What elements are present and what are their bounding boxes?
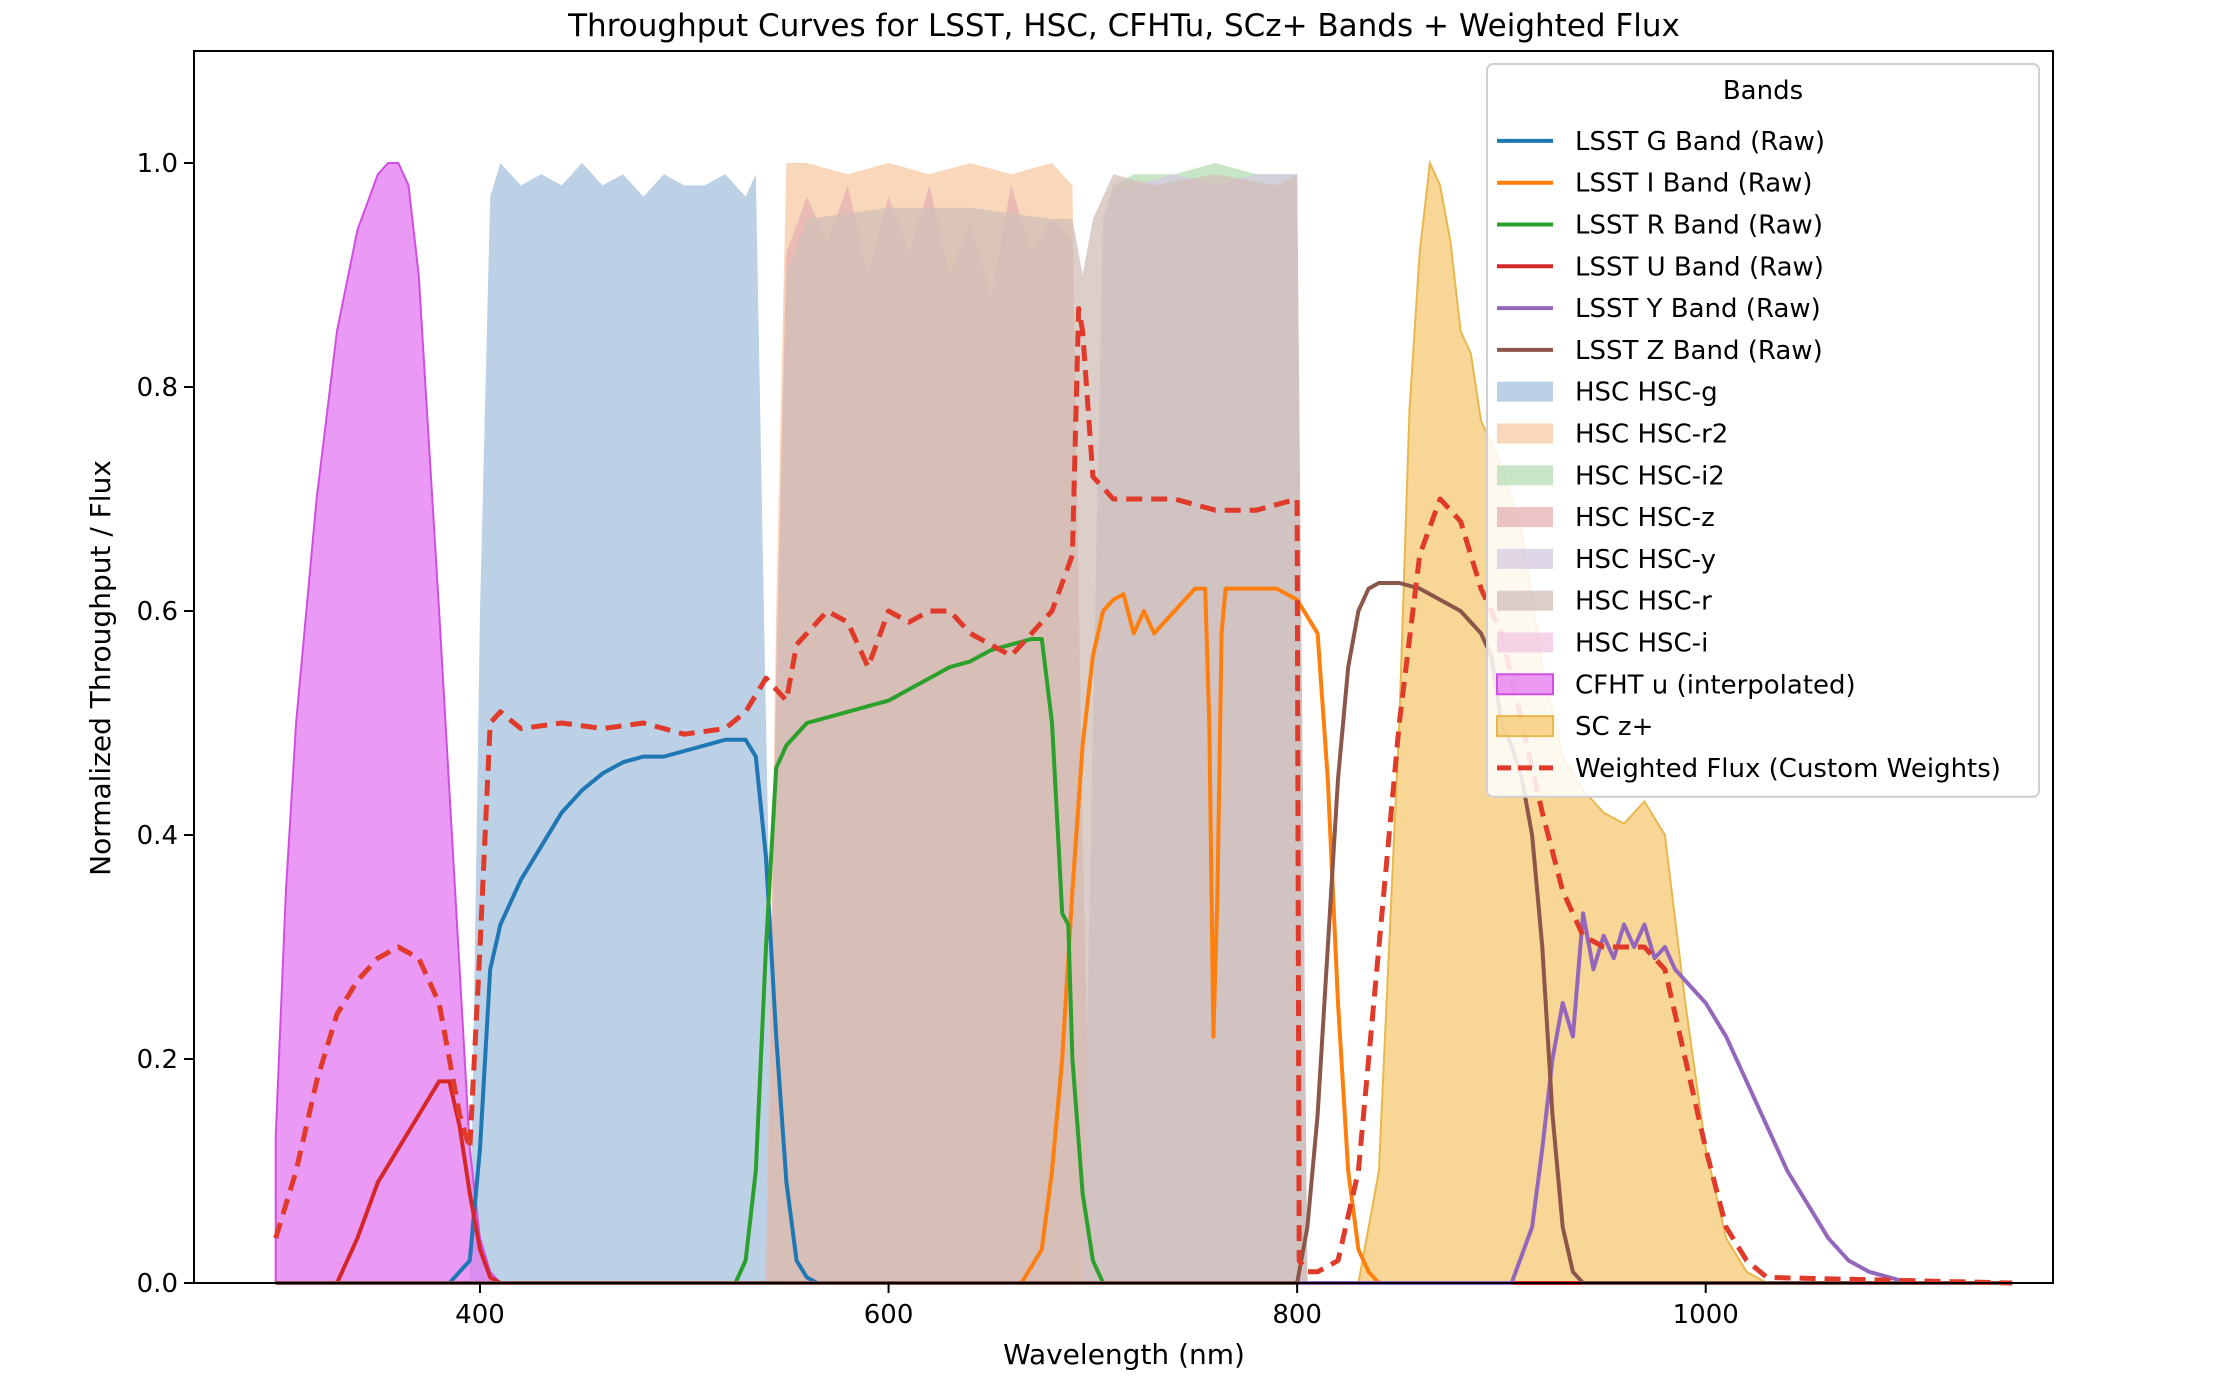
legend-swatch (1496, 715, 1554, 738)
legend-label: Weighted Flux (Custom Weights) (1575, 754, 2001, 784)
y-tick-label: 0.2 (137, 1045, 178, 1075)
legend-label: HSC HSC-i2 (1575, 461, 1725, 491)
legend-label: HSC HSC-y (1575, 545, 1716, 575)
y-tick-label: 0.4 (137, 821, 178, 851)
y-axis-label: Normalized Throughput / Flux (84, 460, 117, 876)
legend-label: HSC HSC-z (1575, 503, 1715, 533)
legend-swatch (1497, 632, 1553, 653)
plot-frame (193, 50, 2054, 1284)
chart-title: Throughput Curves for LSST, HSC, CFHTu, … (567, 8, 1680, 44)
line-lsst-u-band-raw (275, 1079, 2013, 1285)
legend-swatch (1497, 590, 1553, 611)
legend-label: LSST Z Band (Raw) (1575, 336, 1823, 366)
legend-label: HSC HSC-i (1575, 629, 1708, 659)
y-tick-label: 0.0 (137, 1269, 178, 1299)
legend-label: HSC HSC-r2 (1575, 420, 1728, 450)
legend-label: CFHT u (interpolated) (1575, 670, 1856, 700)
area-series-group (274, 159, 1768, 1284)
x-tick-label: 400 (455, 1300, 505, 1330)
legend-label: LSST Y Band (Raw) (1575, 294, 1821, 324)
line-lsst-z-band-raw (275, 581, 2013, 1285)
line-lsst-y-band-raw (275, 911, 2013, 1285)
area-hsc-hsc-r (766, 174, 1308, 1284)
legend-swatch (1497, 548, 1553, 569)
legend-label: LSST I Band (Raw) (1575, 169, 1813, 199)
y-tick-label: 0.6 (137, 597, 178, 627)
line-series-group (273, 306, 2013, 1286)
legend-swatch (1497, 423, 1553, 444)
legend: Bands LSST G Band (Raw) LSST I Band (Raw) L… (1486, 63, 2040, 798)
legend-title: Bands (1723, 76, 1803, 106)
line-weighted-flux-custom-weights (273, 306, 2013, 1286)
legend-swatch (1496, 673, 1554, 696)
x-axis: 400 600 800 1000 (455, 1283, 1739, 1330)
line-lsst-r-band-raw (275, 637, 2013, 1285)
x-tick-label: 1000 (1673, 1300, 1739, 1330)
legend-label: HSC HSC-g (1575, 378, 1718, 408)
legend-label: HSC HSC-r (1575, 587, 1712, 617)
legend-label: LSST U Band (Raw) (1575, 252, 1824, 282)
area-hsc-hsc-g (469, 163, 787, 1283)
x-axis-label: Wavelength (nm) (1003, 1338, 1245, 1371)
area-cfht-u-interpolated (274, 162, 503, 1284)
legend-box (1486, 63, 2040, 798)
y-tick-label: 0.8 (137, 373, 178, 403)
legend-label: LSST G Band (Raw) (1575, 127, 1825, 157)
y-axis: 0.0 0.2 0.4 0.6 0.8 1.0 (137, 149, 194, 1299)
legend-swatch (1497, 381, 1553, 402)
legend-swatch (1497, 465, 1553, 486)
line-lsst-g-band-raw (275, 737, 2013, 1285)
x-tick-label: 600 (864, 1300, 914, 1330)
y-tick-label: 1.0 (137, 149, 178, 179)
x-tick-label: 800 (1272, 1300, 1322, 1330)
legend-label: SC z+ (1575, 712, 1653, 742)
legend-swatch (1497, 507, 1553, 528)
legend-label: LSST R Band (Raw) (1575, 211, 1823, 241)
